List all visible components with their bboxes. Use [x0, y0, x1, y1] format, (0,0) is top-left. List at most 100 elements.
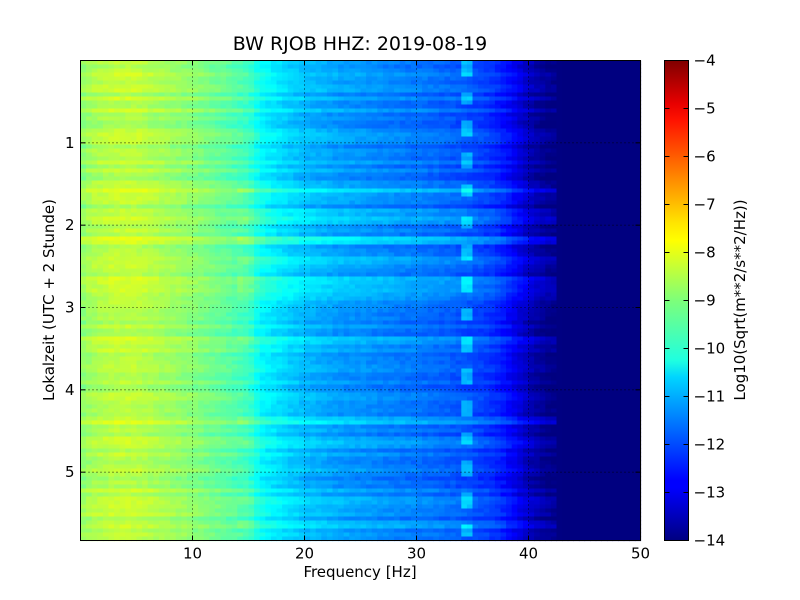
heatmap-cell [545, 220, 552, 226]
heatmap-cell [209, 156, 216, 162]
heatmap-cell [220, 108, 227, 114]
heatmap-cell [590, 224, 597, 230]
heatmap-cell [461, 164, 468, 170]
heatmap-cell [573, 172, 580, 178]
heatmap-cell [298, 108, 306, 114]
heatmap-cell [231, 116, 238, 122]
heatmap-cell [354, 216, 362, 222]
heatmap-cell [584, 136, 591, 142]
heatmap-cell [242, 200, 250, 206]
heatmap-cell [125, 192, 132, 198]
heatmap-cell [119, 120, 126, 126]
heatmap-cell [629, 68, 636, 74]
heatmap-cell [506, 156, 513, 162]
heatmap-cell [623, 112, 630, 118]
heatmap-cell [573, 216, 580, 222]
heatmap-cell [455, 68, 462, 74]
heatmap-cell [136, 232, 143, 238]
heatmap-cell [550, 180, 558, 186]
heatmap-cell [282, 116, 289, 122]
heatmap-cell [108, 140, 115, 146]
heatmap-cell [164, 212, 171, 218]
heatmap-cell [590, 236, 597, 242]
heatmap-cell [270, 88, 278, 94]
heatmap-cell [382, 200, 390, 206]
heatmap-cell [242, 104, 250, 110]
heatmap-cell [567, 244, 574, 250]
heatmap-cell [354, 80, 362, 86]
heatmap-cell [310, 232, 317, 238]
heatmap-cell [612, 64, 619, 70]
heatmap-cell [220, 176, 227, 182]
heatmap-cell [80, 240, 87, 246]
heatmap-cell [539, 184, 546, 190]
heatmap-cell [192, 232, 199, 238]
heatmap-cell [209, 148, 216, 154]
heatmap-cell [584, 84, 591, 90]
heatmap-cell [276, 248, 283, 254]
heatmap-cell [410, 72, 418, 78]
heatmap-cell [629, 160, 636, 166]
heatmap-cell [612, 92, 619, 98]
heatmap-cell [410, 136, 418, 142]
heatmap-cell [377, 232, 384, 238]
heatmap-cell [254, 136, 261, 142]
heatmap-cell [606, 196, 614, 202]
heatmap-cell [125, 104, 132, 110]
heatmap-cell [494, 64, 502, 70]
heatmap-cell [237, 148, 244, 154]
heatmap-cell [343, 104, 350, 110]
heatmap-cell [276, 76, 283, 82]
heatmap-cell [382, 236, 390, 242]
heatmap-cell [528, 160, 535, 166]
heatmap-cell [349, 68, 356, 74]
heatmap-cell [528, 192, 535, 198]
heatmap-cell [276, 96, 283, 102]
heatmap-cell [298, 88, 306, 94]
heatmap-cell [91, 212, 98, 218]
heatmap-cell [517, 112, 524, 118]
heatmap-cell [310, 196, 317, 202]
heatmap-cell [304, 252, 311, 258]
heatmap-cell [153, 140, 160, 146]
heatmap-cell [562, 180, 569, 186]
heatmap-cell [130, 180, 138, 186]
heatmap-cell [153, 208, 160, 214]
heatmap-cell [578, 248, 586, 254]
heatmap-cell [567, 92, 574, 98]
heatmap-cell [315, 160, 322, 166]
heatmap-cell [427, 200, 434, 206]
heatmap-cell [231, 224, 238, 230]
heatmap-cell [612, 60, 619, 66]
heatmap-cell [332, 256, 339, 262]
heatmap-cell [466, 112, 474, 118]
heatmap-cell [545, 96, 552, 102]
heatmap-cell [371, 244, 378, 250]
heatmap-cell [203, 204, 210, 210]
heatmap-cell [192, 180, 199, 186]
heatmap-cell [438, 252, 446, 258]
heatmap-cell [114, 168, 121, 174]
heatmap-cell [175, 256, 182, 262]
heatmap-cell [142, 240, 149, 246]
heatmap-cell [472, 172, 479, 178]
heatmap-cell [377, 248, 384, 254]
heatmap-cell [242, 148, 250, 154]
heatmap-cell [382, 240, 390, 246]
heatmap-cell [220, 60, 227, 66]
heatmap-cell [534, 244, 541, 250]
heatmap-cell [220, 236, 227, 242]
heatmap-cell [175, 92, 182, 98]
heatmap-cell [136, 196, 143, 202]
heatmap-cell [618, 148, 625, 154]
heatmap-cell [287, 240, 294, 246]
heatmap-cell [259, 92, 266, 98]
heatmap-cell [326, 236, 334, 242]
heatmap-cell [612, 96, 619, 102]
heatmap-cell [91, 92, 98, 98]
heatmap-cell [237, 116, 244, 122]
heatmap-cell [119, 204, 126, 210]
heatmap-cell [282, 192, 289, 198]
heatmap-cell [522, 208, 530, 214]
heatmap-cell [623, 108, 630, 114]
